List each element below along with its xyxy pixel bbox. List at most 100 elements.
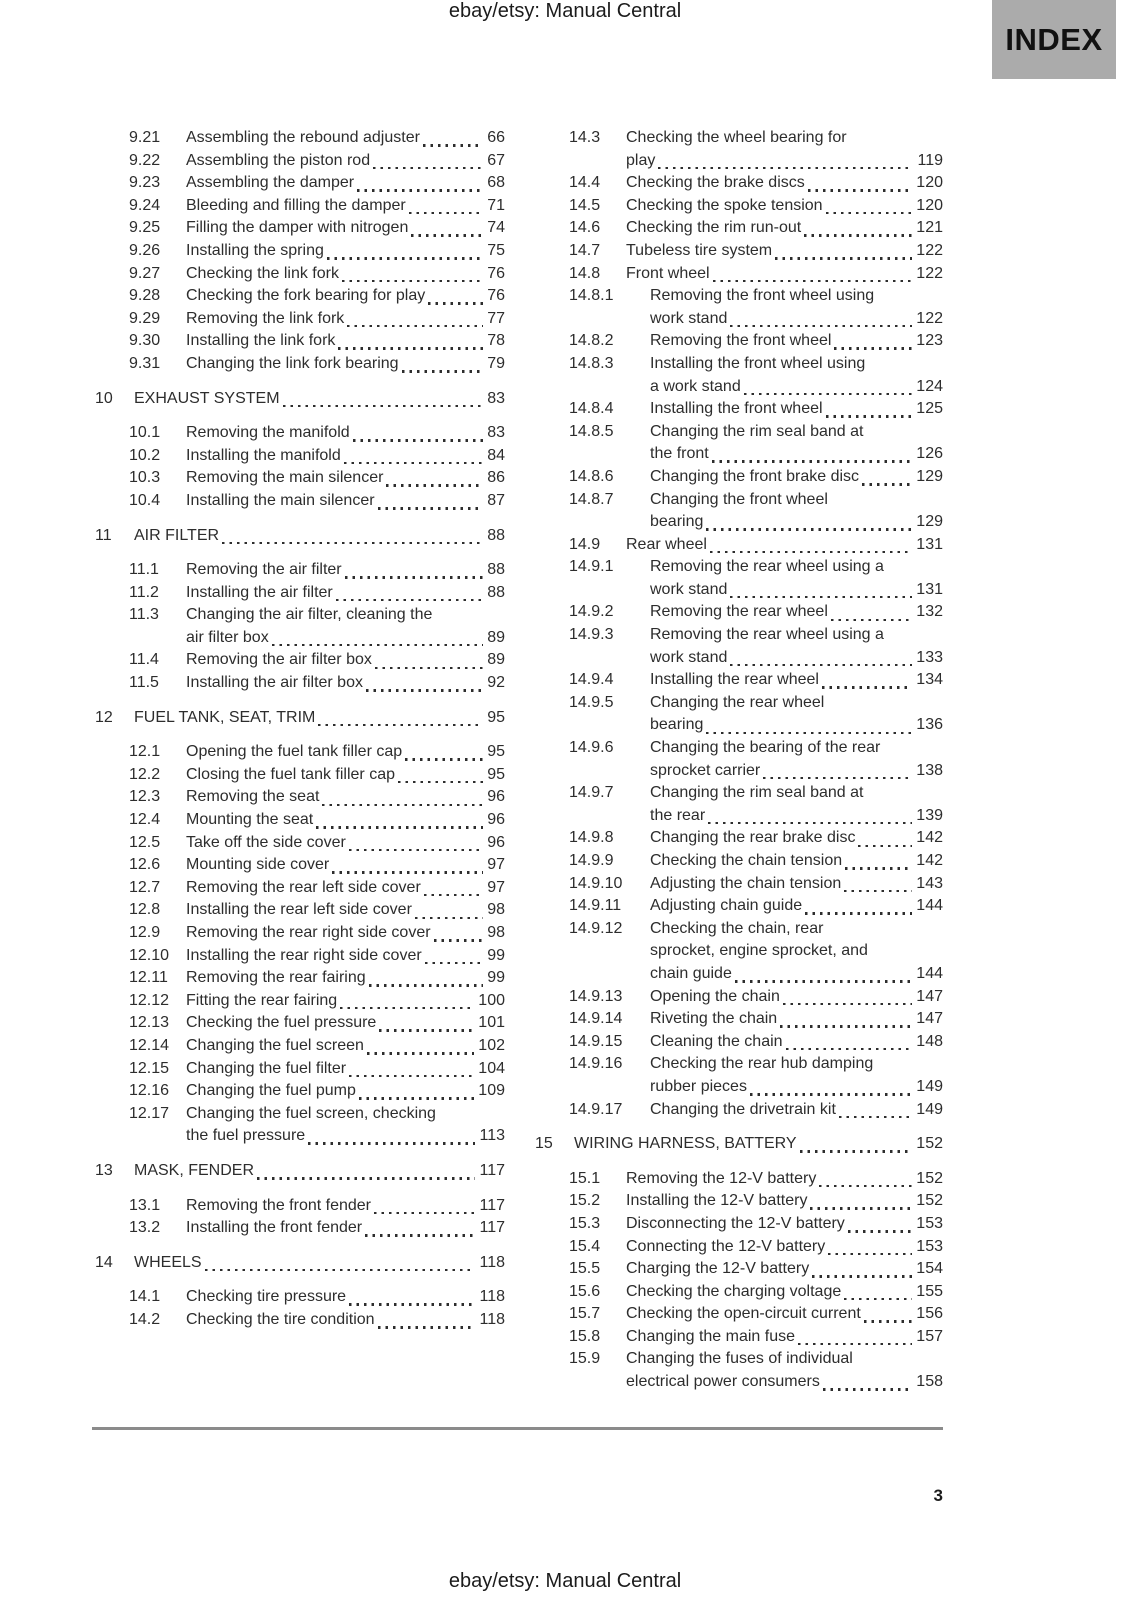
toc-entry-number: 12.5: [129, 833, 161, 851]
toc-entry-line: Removing the front fender 117: [186, 1195, 505, 1218]
toc-entry-content: EXHAUST SYSTEM 83: [134, 388, 505, 411]
toc-entry-line: Changing the fuel screen 102: [186, 1035, 505, 1058]
toc-entry: 15.7 Checking the open-circuit current 156: [569, 1303, 943, 1326]
toc-leader-dots: [422, 127, 484, 150]
toc-entry: 14.3 Checking the wheel bearing for play 11…: [569, 127, 943, 172]
toc-entry-line: Removing the air filter box 89: [186, 649, 505, 672]
toc-entry-number: 14.6: [569, 219, 601, 237]
toc-entry-number: 12.4: [129, 811, 161, 829]
toc-entry-line: Disconnecting the 12-V battery 153: [626, 1213, 943, 1236]
toc-entry-title: Installing the front wheel: [650, 400, 823, 418]
toc-entry-title: Removing the main silencer: [186, 469, 384, 487]
toc-page-number: 117: [479, 1219, 505, 1237]
toc-entry: 14.7 Tubeless tire system 122: [569, 240, 943, 263]
toc-entry-content: Removing the front wheel using work stand…: [650, 285, 943, 330]
index-tab: INDEX: [992, 0, 1116, 79]
toc-leader-dots: [317, 707, 484, 730]
toc-leader-dots: [378, 1012, 475, 1035]
toc-entry-content: Filling the damper with nitrogen 74: [186, 217, 505, 240]
toc-entry-content: Assembling the piston rod 67: [186, 150, 505, 173]
toc-entry-title: Opening the fuel tank filler cap: [186, 743, 403, 761]
toc-entry-line: Checking the rear hub damping: [650, 1055, 874, 1073]
toc-entry-content: WIRING HARNESS, BATTERY 152: [574, 1133, 943, 1156]
toc-entry: 12.9 Removing the rear right side cover 98: [129, 922, 505, 945]
toc-entry-content: Checking the spoke tension 120: [626, 195, 943, 218]
toc-entry-title: rubber pieces: [650, 1077, 747, 1095]
toc-entry-title: Checking the open-circuit current: [626, 1305, 861, 1323]
toc-entry-line: Changing the link fork bearing 79: [186, 353, 505, 376]
toc-page-number: 156: [916, 1305, 943, 1323]
toc-leader-dots: [749, 1076, 913, 1099]
toc-entry-content: Adjusting chain guide 144: [650, 895, 943, 918]
toc-entry-content: Installing the air filter 88: [186, 582, 505, 605]
toc-entry: 12.12 Fitting the rear fairing 100: [129, 990, 505, 1013]
toc-entry-title: Mounting side cover: [186, 856, 330, 874]
toc-entry-title: Adjusting chain guide: [650, 897, 803, 915]
toc-entry-title: chain guide: [650, 964, 732, 982]
toc-leader-dots: [799, 1133, 914, 1156]
toc-entry-number: 13.1: [129, 1196, 161, 1214]
toc-page-number: 134: [916, 671, 943, 689]
toc-entry-number: 11.1: [129, 561, 159, 579]
toc-entry: 14.1 Checking tire pressure 118: [129, 1286, 505, 1309]
toc-entry-title: Installing the 12-V battery: [626, 1192, 808, 1210]
toc-entry-content: Removing the rear right side cover 98: [186, 922, 505, 945]
toc-entry-line: Removing the seat 96: [186, 786, 505, 809]
toc-entry-title: Installing the front fender: [186, 1219, 363, 1237]
toc-entry-line: Checking the brake discs 120: [626, 172, 943, 195]
toc-entry-line: Assembling the rebound adjuster 66: [186, 127, 505, 150]
toc-entry-number: 12.17: [129, 1104, 170, 1122]
toc-entry-line: Installing the front wheel 125: [650, 398, 943, 421]
toc-entry: 14.2 Checking the tire condition 118: [129, 1309, 505, 1332]
toc-entry-title: Opening the chain: [650, 987, 780, 1005]
toc-entry-content: Installing the main silencer 87: [186, 490, 505, 513]
toc-entry: 9.31 Changing the link fork bearing 79: [129, 353, 505, 376]
toc-leader-dots: [729, 308, 913, 331]
toc-entry-content: Mounting side cover 97: [186, 854, 505, 877]
toc-entry: 14.9.13 Opening the chain 147: [569, 986, 943, 1009]
toc-entry-line: the front 126: [650, 443, 943, 466]
toc-entry-number: 9.30: [129, 332, 161, 350]
toc-page-number: 154: [916, 1260, 943, 1278]
toc-entry-content: Opening the chain 147: [650, 986, 943, 1009]
toc-leader-dots: [404, 741, 484, 764]
toc-entry-line: Filling the damper with nitrogen 74: [186, 217, 505, 240]
toc-entry-content: Changing the front wheel bearing 129: [650, 489, 943, 534]
toc-leader-dots: [847, 1213, 914, 1236]
toc-page-number: 113: [479, 1127, 505, 1145]
toc-entry-line: the fuel pressure 113: [186, 1125, 505, 1148]
toc-entry-title: Installing the rear right side cover: [186, 946, 422, 964]
toc-entry-title: Checking the fork bearing for play: [186, 287, 426, 305]
toc-entry-title: Checking the brake discs: [626, 174, 805, 192]
toc-leader-dots: [356, 172, 484, 195]
toc-entry: 12.6 Mounting side cover 97: [129, 854, 505, 877]
toc-entry-number: 10.3: [129, 469, 161, 487]
toc-page-number: 153: [916, 1214, 943, 1232]
toc-entry-number: 14.9.6: [569, 739, 614, 757]
toc-entry-number: 15.1: [569, 1169, 601, 1187]
toc-entry-number: 14.9.9: [569, 852, 614, 869]
toc-entry-content: Charging the 12-V battery 154: [626, 1258, 943, 1281]
toc-entry-line: Changing the air filter, cleaning the: [186, 606, 433, 624]
toc-entry-content: Checking the open-circuit current 156: [626, 1303, 943, 1326]
toc-entry-content: FUEL TANK, SEAT, TRIM 95: [134, 707, 505, 730]
toc-entry-number: 12.6: [129, 856, 161, 874]
toc-entry-content: Changing the bearing of the rear sprocket…: [650, 737, 943, 782]
toc-entry: 9.29 Removing the link fork 77: [129, 308, 505, 331]
footer-divider: [92, 1427, 943, 1430]
toc-entry: 15.2 Installing the 12-V battery 152: [569, 1190, 943, 1213]
toc-entry-line: play 119: [626, 150, 943, 173]
toc-entry-line: Checking the charging voltage 155: [626, 1281, 943, 1304]
toc-entry-content: Cleaning the chain 148: [650, 1031, 943, 1054]
toc-entry-line: Removing the rear wheel using a: [650, 558, 884, 576]
toc-entry-line: Changing the rim seal band at: [650, 784, 864, 802]
toc-leader-dots: [811, 1258, 913, 1281]
toc-entry: 14.9.1 Removing the rear wheel using a wor…: [569, 556, 943, 601]
toc-leader-dots: [818, 1168, 913, 1191]
toc-leader-dots: [364, 1217, 476, 1240]
toc-page-number: 118: [479, 1288, 505, 1306]
toc-entry-title: bearing: [650, 513, 704, 531]
toc-entry: 14.9 Rear wheel 131: [569, 534, 943, 557]
toc-leader-dots: [838, 1099, 913, 1122]
toc-entry-title: work stand: [650, 309, 728, 327]
